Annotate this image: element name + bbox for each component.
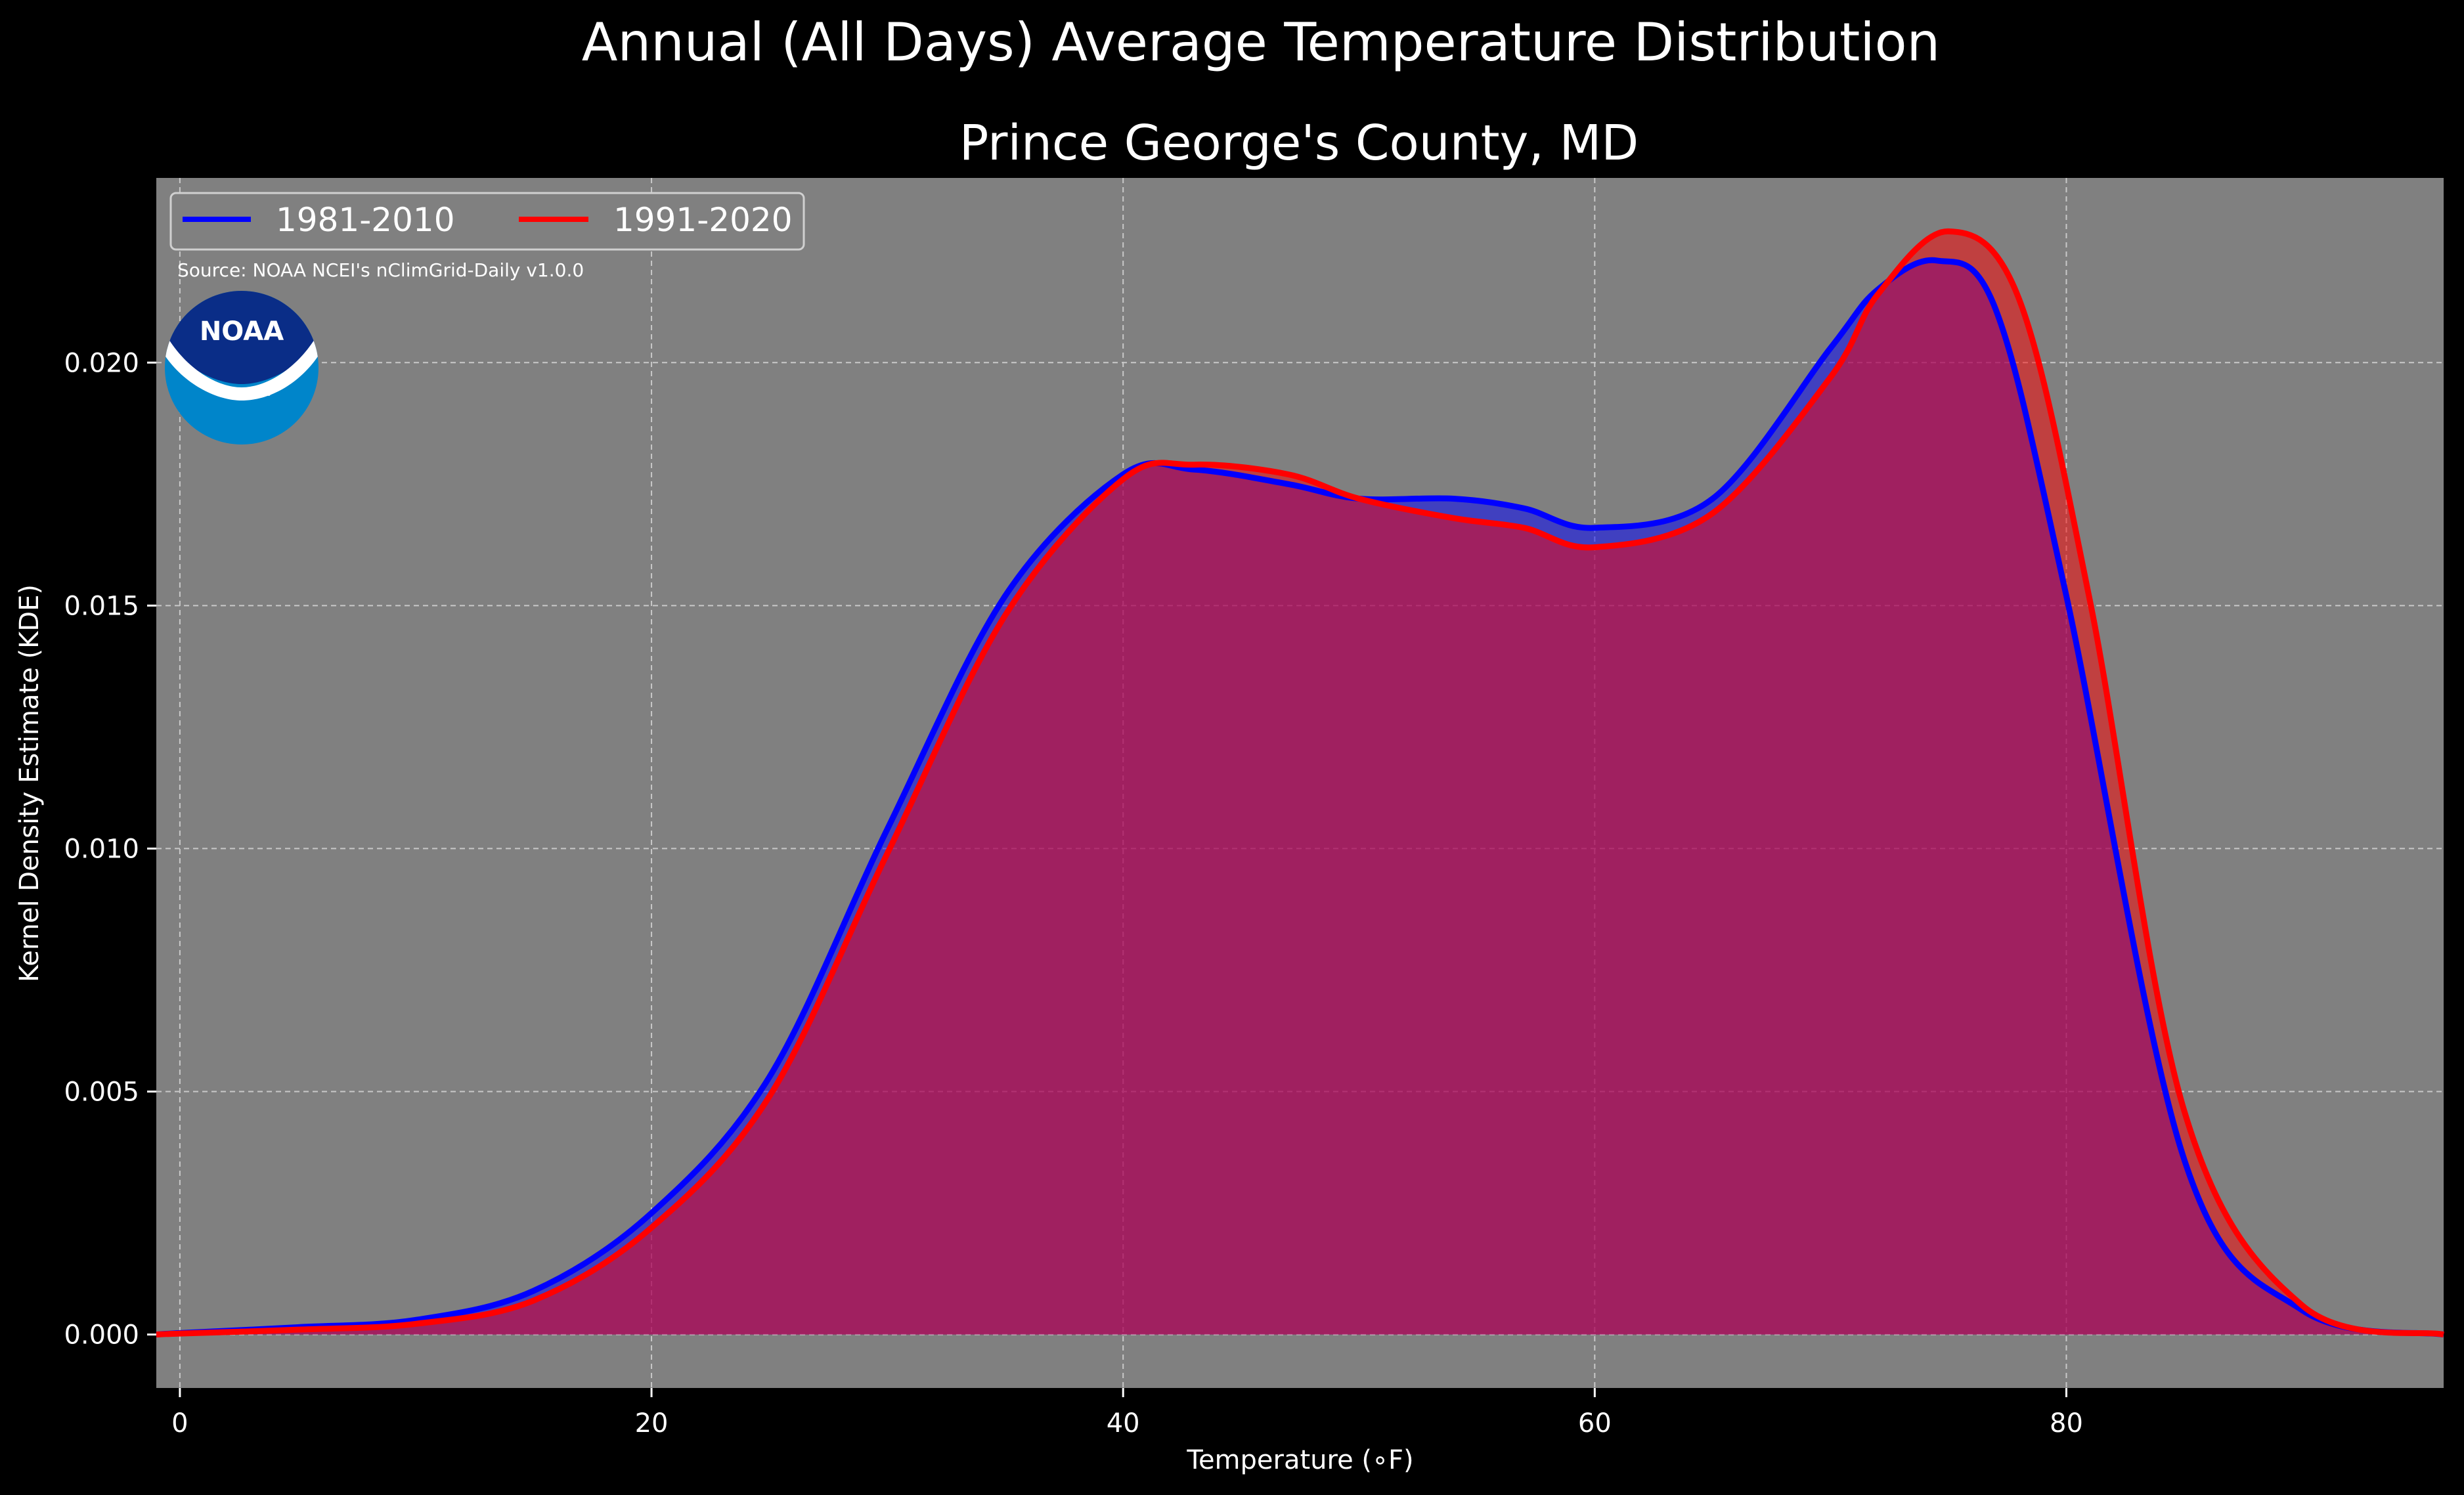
x-tick-label: 80 (2050, 1408, 2083, 1439)
line-1981-2010 (156, 257, 2444, 1338)
line-1991-2020 (156, 228, 2444, 1338)
noaa-logo-top (165, 291, 319, 384)
x-tick-label: 0 (171, 1408, 188, 1439)
area-1991-2020 (156, 231, 2444, 1335)
x-tick-label: 20 (635, 1408, 669, 1439)
density-fills (156, 231, 2444, 1335)
y-tick-label: 0.020 (64, 348, 139, 378)
legend: 1981-2010 1991-2020 (169, 192, 805, 251)
x-axis-label: Temperature (∘F) (1186, 1445, 1413, 1475)
chart-subtitle: Prince George's County, MD (959, 115, 1639, 171)
legend-label-1991-2020: 1991-2020 (613, 201, 793, 239)
y-tick-label: 0.005 (64, 1077, 139, 1108)
y-tick-label: 0.000 (64, 1320, 139, 1351)
noaa-logo: NOAA (165, 291, 319, 444)
noaa-logo-text: NOAA (200, 316, 284, 347)
legend-label-1981-2010: 1981-2010 (276, 201, 455, 239)
axis-ticks: 0 20 40 60 80 0.000 0.005 0.010 0.015 0.020 (64, 348, 2082, 1439)
noaa-logo-bird (165, 332, 319, 401)
source-note: Source: NOAA NCEI's nClimGrid-Daily v1.0… (177, 259, 584, 281)
density-lines (156, 228, 2444, 1338)
chart-title: Annual (All Days) Average Temperature Di… (582, 12, 1940, 73)
legend-box (169, 192, 805, 251)
y-axis-label: Kernel Density Estimate (KDE) (14, 584, 45, 982)
x-tick-label: 40 (1107, 1408, 1140, 1439)
y-tick-label: 0.010 (64, 834, 139, 864)
y-tick-label: 0.015 (64, 591, 139, 621)
x-tick-label: 60 (1578, 1408, 1612, 1439)
